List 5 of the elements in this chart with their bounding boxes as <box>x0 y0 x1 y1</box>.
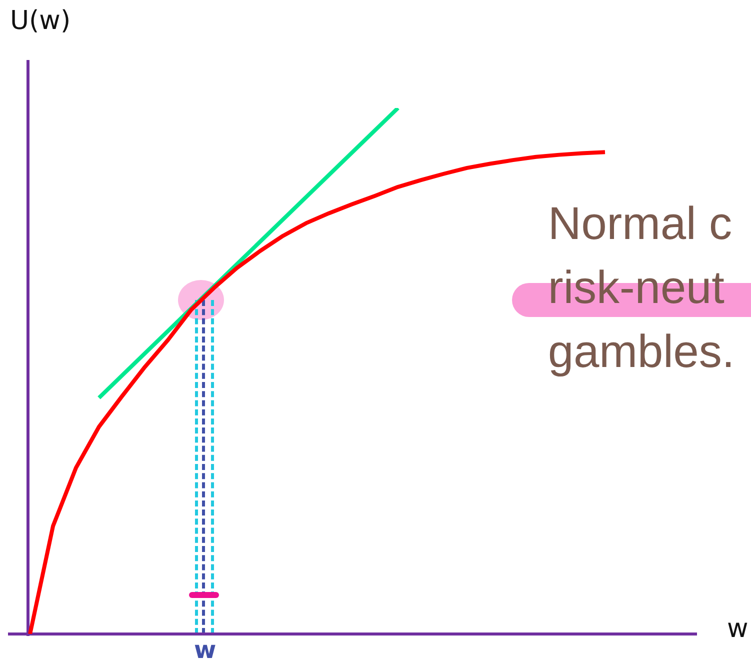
y-axis-title: U(w) <box>10 6 71 36</box>
annotation: Normal c <box>548 196 732 250</box>
x-axis-title: w <box>727 614 748 644</box>
annotation: gambles. <box>548 324 735 378</box>
text: w <box>194 636 216 664</box>
